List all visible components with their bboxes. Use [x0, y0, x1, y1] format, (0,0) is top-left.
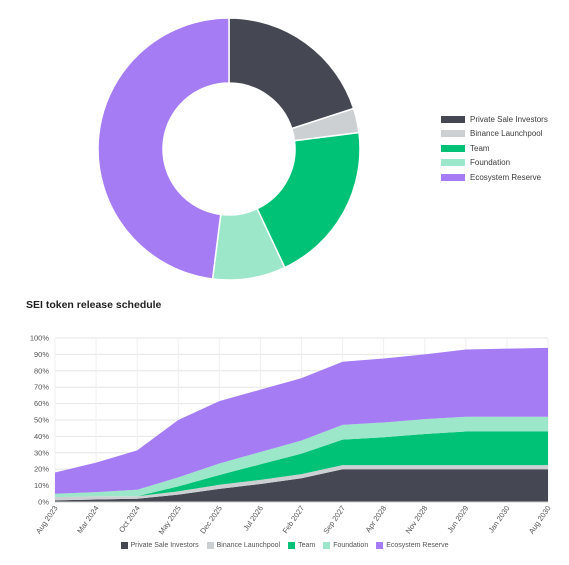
area-series-binance-launchpool — [55, 465, 548, 501]
legend-label: Binance Launchpool — [216, 542, 281, 549]
legend-label: Private Sale Investors — [470, 114, 548, 124]
x-tick-label: Apr 2028 — [363, 504, 388, 534]
x-tick-label: Sep 2027 — [321, 504, 347, 535]
donut-legend-item-ecosystem-reserve: Ecosystem Reserve — [441, 170, 548, 185]
x-tick-label: Feb 2027 — [281, 504, 307, 535]
legend-swatch — [323, 542, 331, 549]
chart-title: SEI token release schedule — [26, 299, 162, 311]
y-tick-label: 50% — [34, 416, 49, 425]
y-tick-label: 90% — [34, 350, 49, 359]
legend-label: Team — [298, 542, 316, 549]
area-series-ecosystem-reserve — [55, 347, 548, 494]
allocation-donut-chart — [97, 17, 361, 281]
area-legend-item-ecosystem-reserve: Ecosystem Reserve — [376, 542, 448, 549]
y-tick-label: 20% — [34, 465, 49, 474]
x-tick-label: Jul 2026 — [241, 504, 265, 532]
area-legend: Private Sale Investors Binance Launchpool… — [0, 542, 569, 549]
x-tick-label: Jun 2029 — [445, 504, 470, 534]
x-tick-label: Dec 2025 — [198, 504, 224, 535]
donut-legend-item-binance-launchpool: Binance Launchpool — [441, 127, 548, 142]
legend-label: Team — [470, 143, 490, 153]
y-tick-label: 0% — [38, 498, 49, 507]
area-legend-item-private-sale-investors: Private Sale Investors — [120, 542, 199, 549]
donut-legend: Private Sale Investors Binance Launchpool… — [441, 112, 548, 185]
legend-label: Ecosystem Reserve — [386, 542, 449, 549]
x-tick-label: Jan 2030 — [486, 504, 511, 534]
y-tick-label: 10% — [34, 481, 49, 490]
y-tick-label: 70% — [34, 383, 49, 392]
area-series-foundation — [55, 416, 548, 498]
y-tick-label: 30% — [34, 448, 49, 457]
legend-swatch — [441, 115, 465, 123]
donut-slice-private-sale-investors — [228, 17, 355, 130]
area-series-private-sale-investors — [55, 469, 548, 502]
x-tick-label: Nov 2028 — [404, 504, 430, 535]
legend-swatch — [376, 542, 384, 549]
legend-label: Binance Launchpool — [470, 129, 543, 139]
area-series-team — [55, 431, 548, 498]
y-tick-label: 80% — [34, 366, 49, 375]
legend-swatch — [441, 130, 465, 138]
x-tick-label: Mar 2024 — [75, 504, 101, 535]
donut-legend-item-team: Team — [441, 141, 548, 156]
x-tick-label: May 2025 — [157, 504, 183, 536]
donut-legend-item-private-sale-investors: Private Sale Investors — [441, 112, 548, 127]
y-tick-label: 100% — [30, 334, 50, 343]
donut-slice-team — [256, 131, 361, 269]
legend-label: Foundation — [470, 158, 511, 168]
area-legend-item-foundation: Foundation — [323, 542, 368, 549]
area-legend-item-team: Team — [288, 542, 315, 549]
x-tick-label: Aug 2030 — [527, 504, 553, 535]
legend-swatch — [288, 542, 296, 549]
legend-swatch — [441, 159, 465, 167]
donut-legend-item-foundation: Foundation — [441, 156, 548, 171]
legend-swatch — [441, 173, 465, 181]
y-tick-label: 60% — [34, 399, 49, 408]
y-tick-label: 40% — [34, 432, 49, 441]
donut-slice-ecosystem-reserve — [97, 17, 230, 280]
area-legend-item-binance-launchpool: Binance Launchpool — [206, 542, 281, 549]
legend-swatch — [120, 542, 128, 549]
legend-label: Private Sale Investors — [130, 542, 199, 549]
x-tick-label: Aug 2023 — [34, 504, 60, 535]
legend-label: Foundation — [333, 542, 369, 549]
legend-swatch — [206, 542, 214, 549]
legend-label: Ecosystem Reserve — [470, 172, 542, 182]
legend-swatch — [441, 144, 465, 152]
x-tick-label: Oct 2024 — [117, 504, 142, 534]
